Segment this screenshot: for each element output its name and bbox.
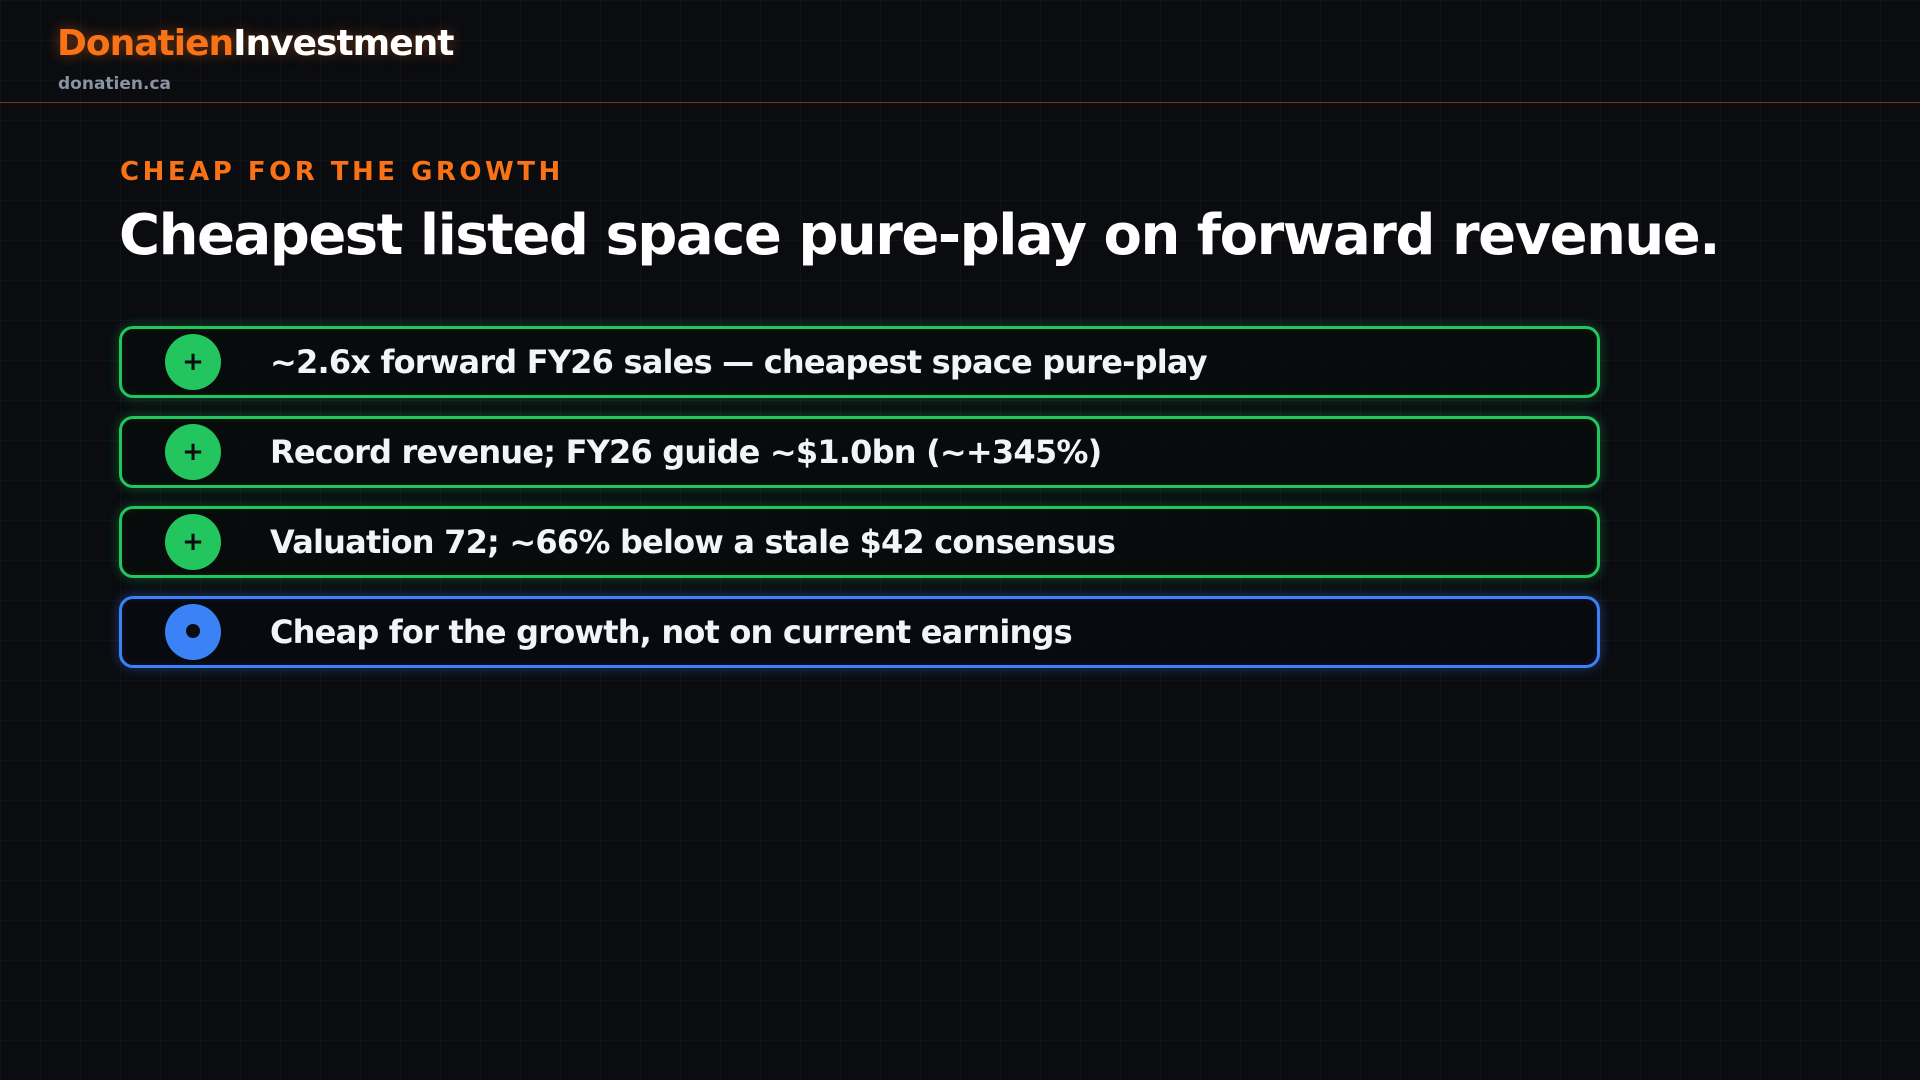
brand-site: donatien.ca [58,74,172,94]
point-item: + Record revenue; FY26 guide ~$1.0bn (~+… [119,416,1600,488]
slide-title: Cheapest listed space pure-play on forwa… [119,203,1721,268]
header-bar: DonatienInvestment donatien.ca [0,0,1920,103]
slide-eyebrow: CHEAP FOR THE GROWTH [120,157,564,187]
brand-name-part2: Investment [233,23,454,64]
point-item: Cheap for the growth, not on current ear… [119,596,1600,668]
dot-glyph [186,623,200,638]
point-text: Valuation 72; ~66% below a stale $42 con… [270,523,1116,561]
point-text: ~2.6x forward FY26 sales — cheapest spac… [270,343,1208,381]
plus-icon: + [165,424,221,480]
plus-icon: + [165,514,221,570]
point-item: + ~2.6x forward FY26 sales — cheapest sp… [119,326,1600,398]
brand-name-part1: Donatien [57,23,234,64]
brand-logo: DonatienInvestment [57,22,454,66]
point-item: + Valuation 72; ~66% below a stale $42 c… [119,506,1600,578]
point-text: Cheap for the growth, not on current ear… [270,613,1073,651]
dot-icon [165,604,221,660]
point-list: + ~2.6x forward FY26 sales — cheapest sp… [119,326,1600,686]
point-text: Record revenue; FY26 guide ~$1.0bn (~+34… [270,433,1102,471]
plus-icon: + [165,334,221,390]
